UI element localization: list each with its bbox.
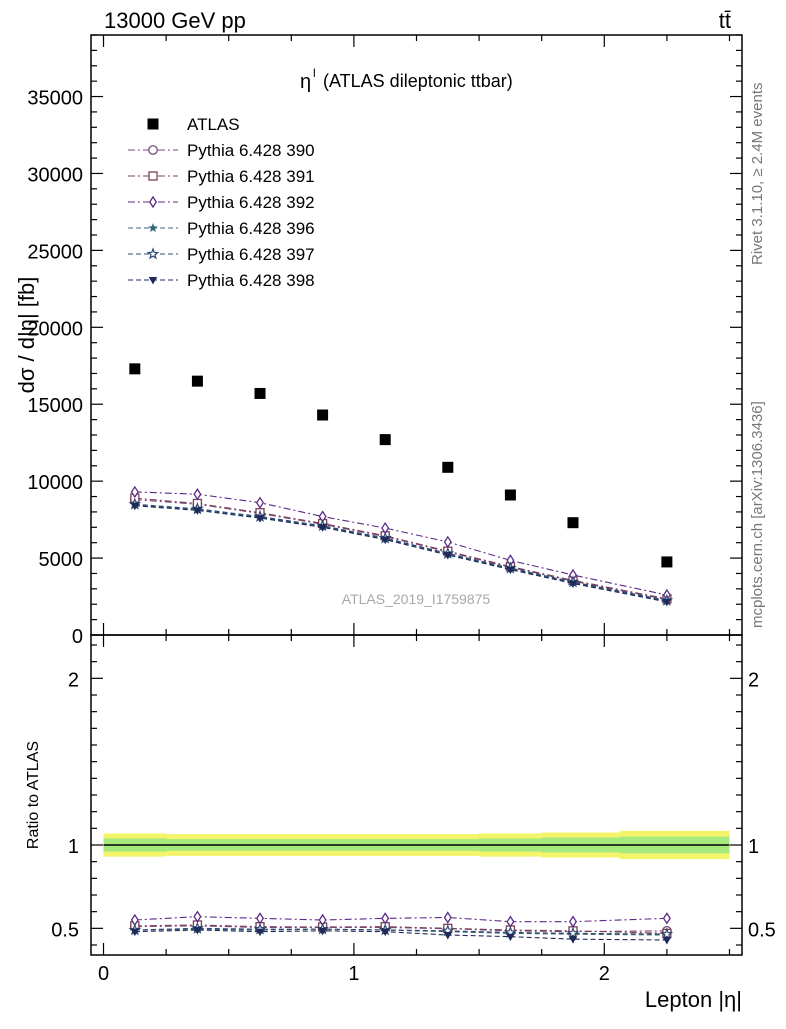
y-tick-label: 35000 xyxy=(27,88,83,110)
data-point-atlas xyxy=(442,461,454,473)
ratio-point-pythia-6-428-392 xyxy=(506,915,515,928)
analysis-watermark: ATLAS_2019_I1759875 xyxy=(342,591,491,607)
legend-label-pythia-6-428-392: Pythia 6.428 392 xyxy=(187,193,315,212)
main-title-symbol: η xyxy=(300,71,311,93)
legend-marker-pythia-6-428-392 xyxy=(148,195,158,209)
data-point-pythia-6-428-398 xyxy=(380,536,390,545)
data-point-pythia-6-428-398 xyxy=(443,552,453,560)
main-y-axis-label: dσ / d|η| [fb] xyxy=(14,277,39,394)
data-point-pythia-6-428-398 xyxy=(506,566,515,575)
legend-label-pythia-6-428-398: Pythia 6.428 398 xyxy=(187,271,315,290)
legend-marker-pythia-6-428-390 xyxy=(148,145,158,155)
ratio-point-pythia-6-428-392 xyxy=(662,912,671,925)
ratio-point-pythia-6-428-392 xyxy=(568,915,578,928)
ratio-y-tick-label-right: 1 xyxy=(748,836,759,858)
main-title-text: (ATLAS dileptonic ttbar) xyxy=(323,71,513,91)
legend-marker-pythia-6-428-398 xyxy=(148,277,158,285)
header-left: 13000 GeV pp xyxy=(104,8,246,33)
legend-label-pythia-6-428-391: Pythia 6.428 391 xyxy=(187,167,315,186)
y-tick-label: 5000 xyxy=(39,549,84,571)
ratio-y-tick-label: 2 xyxy=(68,669,79,691)
data-point-atlas xyxy=(317,409,329,421)
data-point-pythia-6-428-398 xyxy=(568,580,578,588)
ratio-point-pythia-6-428-392 xyxy=(193,910,202,923)
ratio-point-pythia-6-428-398 xyxy=(506,933,515,942)
series-line-pythia-6-428-398 xyxy=(134,505,667,603)
data-point-atlas xyxy=(191,375,203,387)
data-point-pythia-6-428-398 xyxy=(318,524,327,532)
data-point-pythia-6-428-392 xyxy=(130,485,139,499)
ratio-point-pythia-6-428-398 xyxy=(568,936,578,944)
ratio-point-pythia-6-428-398 xyxy=(443,932,453,940)
ratio-point-pythia-6-428-398 xyxy=(255,928,265,937)
y-tick-label: 10000 xyxy=(27,472,83,494)
data-point-atlas xyxy=(254,387,266,399)
data-point-pythia-6-428-398 xyxy=(130,502,140,511)
ratio-point-pythia-6-428-398 xyxy=(662,937,672,945)
ratio-y-tick-label-right: 0.5 xyxy=(748,919,776,941)
ratio-plot-area xyxy=(103,830,730,945)
ratio-y-tick-label: 1 xyxy=(68,836,79,858)
legend-label-pythia-6-428-396: Pythia 6.428 396 xyxy=(187,219,315,238)
data-point-pythia-6-428-392 xyxy=(193,488,202,501)
ratio-point-pythia-6-428-398 xyxy=(130,928,140,937)
ratio-line-pythia-6-428-392 xyxy=(134,916,667,923)
ratio-point-pythia-6-428-398 xyxy=(380,928,390,937)
ratio-point-pythia-6-428-398 xyxy=(193,927,202,935)
y-tick-label: 30000 xyxy=(27,164,83,186)
legend-marker-pythia-6-428-396 xyxy=(148,223,158,232)
mcplots-label: mcplots.cern.ch [arXiv:1306.3436] xyxy=(749,401,766,628)
legend-marker-pythia-6-428-397 xyxy=(146,247,160,260)
ratio-point-pythia-6-428-397 xyxy=(566,926,580,939)
y-tick-label: 25000 xyxy=(27,241,83,263)
legend-label-pythia-6-428-397: Pythia 6.428 397 xyxy=(187,245,315,264)
x-tick-label: 2 xyxy=(599,963,610,985)
ratio-point-pythia-6-428-392 xyxy=(443,911,452,924)
x-tick-label: 0 xyxy=(98,963,109,985)
rivet-version-label: Rivet 3.1.10, ≥ 2.4M events xyxy=(749,83,766,266)
series-line-pythia-6-428-392 xyxy=(134,491,667,596)
data-point-atlas xyxy=(379,434,391,446)
legend-marker-pythia-6-428-391 xyxy=(148,171,158,181)
y-tick-label: 15000 xyxy=(27,395,83,417)
y-tick-label: 20000 xyxy=(27,318,83,340)
series-line-pythia-6-428-390 xyxy=(134,499,667,601)
main-title-superscript: l xyxy=(313,66,316,80)
ratio-point-pythia-6-428-397 xyxy=(660,927,674,940)
ratio-point-pythia-6-428-398 xyxy=(318,927,327,936)
ratio-y-axis-label: Ratio to ATLAS xyxy=(25,741,42,849)
ratio-y-tick-label: 0.5 xyxy=(51,919,79,941)
data-point-pythia-6-428-392 xyxy=(255,496,265,509)
x-tick-label: 1 xyxy=(348,963,359,985)
data-point-atlas xyxy=(567,517,579,529)
ratio-point-pythia-6-428-392 xyxy=(255,912,265,925)
data-point-atlas xyxy=(504,489,516,501)
x-axis-label: Lepton |η| xyxy=(645,987,742,1012)
data-point-pythia-6-428-398 xyxy=(255,515,265,523)
ratio-panel-frame xyxy=(90,634,743,956)
main-plot-area xyxy=(128,363,674,607)
y-tick-label: 0 xyxy=(72,626,83,648)
ratio-y-tick-label-right: 2 xyxy=(748,669,759,691)
data-point-atlas xyxy=(129,363,141,375)
legend: ATLAS Pythia 6.428 390 Pythia 6.428 391 Pyt… xyxy=(128,115,315,290)
data-point-pythia-6-428-398 xyxy=(662,598,672,607)
legend-label-pythia-6-428-390: Pythia 6.428 390 xyxy=(187,141,315,160)
legend-label-atlas: ATLAS xyxy=(187,115,240,134)
series-line-pythia-6-428-391 xyxy=(134,497,667,600)
axis-ticks: 0 5000 10000 15000 20000 25000 30000 35000 0.5 0.… xyxy=(27,34,776,985)
data-point-atlas xyxy=(661,556,673,568)
ratio-point-pythia-6-428-392 xyxy=(381,912,390,925)
data-point-pythia-6-428-398 xyxy=(193,507,202,515)
data-point-pythia-6-428-392 xyxy=(443,535,452,549)
header-right: tt̄ xyxy=(719,8,731,33)
legend-marker-atlas xyxy=(147,118,159,130)
